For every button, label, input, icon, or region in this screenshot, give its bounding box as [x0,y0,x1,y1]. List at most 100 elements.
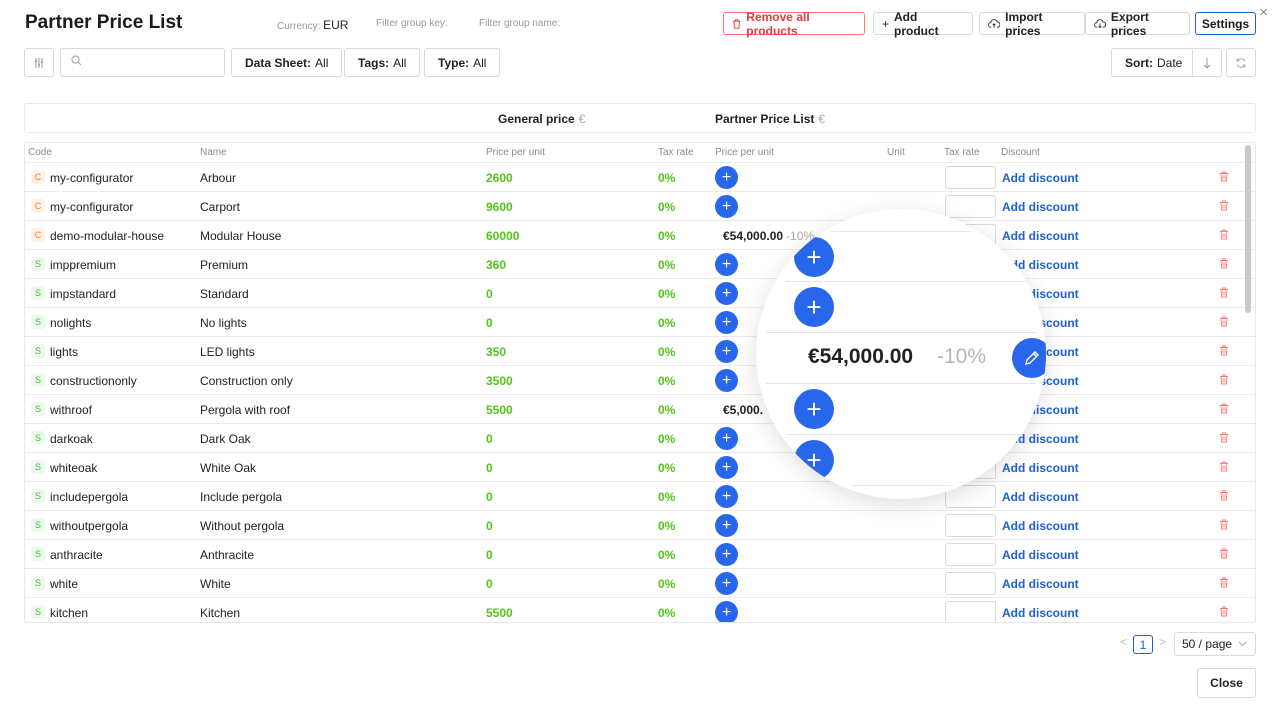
general-tax-rate: 0% [658,287,676,301]
general-tax-rate: 0% [658,171,676,185]
add-discount-link[interactable]: Add discount [1002,519,1079,533]
column-header-unit[interactable]: Unit [887,147,905,158]
item-name: Without pergola [200,519,285,533]
magnified-row-divider [851,485,951,486]
add-discount-link[interactable]: Add discount [1002,606,1079,620]
trash-icon[interactable] [1219,315,1229,328]
partner-tax-input[interactable] [945,485,996,508]
add-partner-price-button[interactable]: + [715,253,738,276]
add-partner-price-button[interactable]: + [715,572,738,595]
partner-tax-input[interactable] [945,514,996,537]
add-discount-link[interactable]: Add discount [1002,577,1079,591]
trash-icon [732,18,741,29]
magnified-add-price-button[interactable]: + [794,287,834,327]
filter-group-key-label[interactable]: Filter group key: [376,18,448,29]
item-code: demo-modular-house [50,229,165,243]
column-header-name[interactable]: Name [200,147,227,158]
add-partner-price-button[interactable]: + [715,282,738,305]
add-discount-link[interactable]: Add discount [1002,258,1079,272]
column-header-code[interactable]: Code [28,147,52,158]
tags-filter[interactable]: Tags: All [344,48,421,77]
add-product-button[interactable]: + Add product [873,10,973,38]
magnified-add-price-button[interactable]: + [794,440,834,480]
trash-icon[interactable] [1219,257,1229,270]
page-size-select[interactable]: 50 / page [1174,632,1256,656]
trash-icon[interactable] [1219,431,1229,444]
add-partner-price-button[interactable]: + [715,456,738,479]
add-partner-price-button[interactable]: + [715,369,738,392]
trash-icon[interactable] [1219,228,1229,241]
general-price: 0 [486,316,493,330]
general-tax-rate: 0% [658,403,676,417]
add-discount-link[interactable]: Add discount [1002,490,1079,504]
filter-group-name-label[interactable]: Filter group name: [479,18,561,29]
pagination-next[interactable]: > [1159,635,1167,649]
add-partner-price-button[interactable]: + [715,311,738,334]
trash-icon[interactable] [1219,576,1229,589]
data-sheet-filter[interactable]: Data Sheet: All [231,48,343,77]
add-partner-price-button[interactable]: + [715,514,738,537]
add-partner-price-button[interactable]: + [715,340,738,363]
item-type-badge: S [31,373,45,387]
partner-tax-input[interactable] [945,601,996,622]
column-header-partner-tax[interactable]: Tax rate [944,147,980,158]
trash-icon[interactable] [1219,547,1229,560]
pagination-prev[interactable]: < [1120,635,1128,649]
trash-icon[interactable] [1219,373,1229,386]
add-partner-price-button[interactable]: + [715,601,738,622]
partner-tax-input[interactable] [945,166,996,189]
trash-icon[interactable] [1219,489,1229,502]
add-partner-price-button[interactable]: + [715,427,738,450]
trash-icon[interactable] [1219,605,1229,618]
scrollbar-thumb[interactable] [1245,145,1251,313]
import-prices-button[interactable]: Import prices [979,10,1085,38]
magnified-add-price-button[interactable]: + [794,389,834,429]
column-header-price[interactable]: Price per unit [486,147,545,158]
refresh-button[interactable] [1226,48,1256,77]
sort-select[interactable]: Sort: Date [1111,48,1193,77]
general-price: 0 [486,432,493,446]
cloud-download-icon [1094,18,1106,28]
magnified-add-price-button[interactable]: + [794,237,834,277]
trash-icon[interactable] [1219,402,1229,415]
pagination-current-page[interactable]: 1 [1133,635,1153,654]
column-header-discount[interactable]: Discount [1001,147,1040,158]
column-header-partner-price[interactable]: Price per unit [715,147,774,158]
partner-tax-input[interactable] [945,543,996,566]
remove-all-products-button[interactable]: Remove all products [723,10,865,38]
add-discount-link[interactable]: Add discount [1002,461,1079,475]
add-discount-link[interactable]: Add discount [1002,432,1079,446]
magnified-edit-price-button[interactable] [1012,338,1046,378]
column-group-header: General price € Partner Price List € [24,103,1256,133]
trash-icon[interactable] [1219,170,1229,183]
add-discount-link[interactable]: Add discount [1002,171,1079,185]
add-partner-price-button[interactable]: + [715,166,738,189]
settings-button[interactable]: Settings [1195,12,1256,35]
column-header-tax[interactable]: Tax rate [658,147,694,158]
close-icon[interactable]: × [1259,4,1268,21]
add-discount-link[interactable]: Add discount [1002,200,1079,214]
trash-icon[interactable] [1219,518,1229,531]
item-name: Include pergola [200,490,283,504]
trash-icon[interactable] [1219,460,1229,473]
filter-settings-button[interactable] [24,48,54,77]
add-partner-price-button[interactable]: + [715,195,738,218]
search-input[interactable] [85,54,215,72]
type-filter[interactable]: Type: All [424,48,501,77]
trash-icon[interactable] [1219,344,1229,357]
trash-icon[interactable] [1219,286,1229,299]
partner-tax-input[interactable] [945,572,996,595]
close-button[interactable]: Close [1197,668,1256,698]
export-prices-button[interactable]: Export prices [1085,10,1190,38]
add-discount-link[interactable]: Add discount [1002,229,1079,243]
sort-direction-button[interactable] [1192,48,1222,77]
partner-price-value[interactable]: €5,000. [723,403,764,417]
trash-icon[interactable] [1219,199,1229,212]
add-partner-price-button[interactable]: + [715,543,738,566]
general-price: 360 [486,258,507,272]
general-tax-rate: 0% [658,577,676,591]
add-discount-link[interactable]: Add discount [1002,548,1079,562]
add-partner-price-button[interactable]: + [715,485,738,508]
partner-tax-input[interactable] [945,195,996,218]
